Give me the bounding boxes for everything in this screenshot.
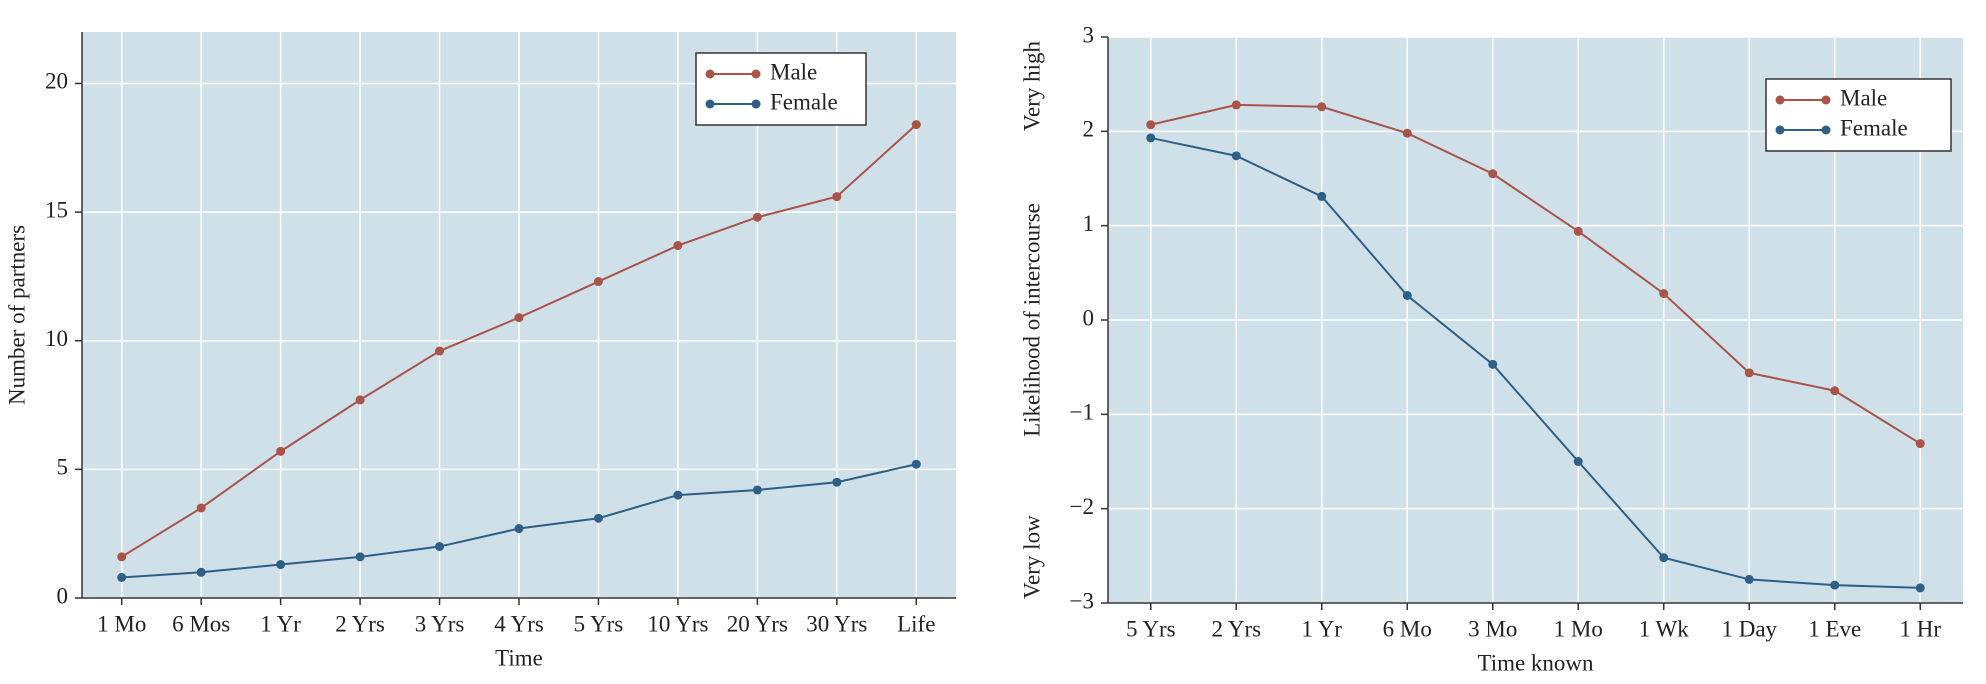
- y-axis-label: Likelihood of intercourse: [1019, 203, 1044, 437]
- data-point: [435, 542, 445, 552]
- data-point: [1830, 580, 1840, 590]
- y-tick-label: 1: [1083, 211, 1095, 236]
- y-tick-label: 15: [45, 197, 68, 222]
- data-point: [1146, 133, 1156, 143]
- data-point: [1830, 386, 1840, 396]
- data-point: [117, 552, 127, 562]
- data-point: [1573, 226, 1583, 236]
- data-point: [752, 212, 762, 222]
- x-tick-label: 1 Mo: [97, 611, 146, 636]
- annotation: Very low: [1019, 515, 1044, 599]
- x-tick-label: 1 Hr: [1899, 616, 1941, 641]
- x-tick-label: 5 Yrs: [1126, 616, 1176, 641]
- y-tick-label: 20: [45, 69, 68, 94]
- data-point: [1659, 289, 1669, 299]
- data-point: [911, 120, 921, 130]
- data-point: [1744, 368, 1754, 378]
- y-tick-label: 0: [57, 583, 69, 608]
- y-tick-label: 10: [45, 326, 68, 351]
- data-point: [435, 346, 445, 356]
- y-axis-label: Number of partners: [4, 225, 29, 405]
- y-tick-label: 5: [57, 455, 69, 480]
- data-point: [1659, 553, 1669, 563]
- data-point: [1402, 128, 1412, 138]
- data-point: [1317, 102, 1327, 112]
- x-tick-label: 2 Yrs: [1211, 616, 1261, 641]
- data-point: [514, 524, 524, 534]
- x-tick-label: 4 Yrs: [494, 611, 544, 636]
- data-point: [1488, 169, 1498, 179]
- x-tick-label: 1 Wk: [1639, 616, 1690, 641]
- y-tick-label: −3: [1070, 588, 1094, 613]
- data-point: [673, 241, 683, 251]
- data-point: [673, 490, 683, 500]
- legend-marker: [751, 99, 761, 109]
- data-point: [1402, 290, 1412, 300]
- data-point: [752, 485, 762, 495]
- x-tick-label: 6 Mo: [1383, 616, 1432, 641]
- data-point: [1915, 439, 1925, 449]
- legend-marker: [1775, 95, 1785, 105]
- y-tick-label: 2: [1083, 117, 1095, 142]
- legend-marker: [1821, 95, 1831, 105]
- legend-marker: [1821, 125, 1831, 135]
- x-tick-label: 5 Yrs: [574, 611, 624, 636]
- x-tick-label: 30 Yrs: [806, 611, 867, 636]
- legend-label: Female: [770, 89, 838, 114]
- data-point: [276, 446, 286, 456]
- data-point: [196, 503, 206, 513]
- legend-label: Male: [770, 59, 817, 84]
- x-tick-label: 6 Mos: [172, 611, 230, 636]
- x-axis-label: Time known: [1477, 650, 1594, 675]
- y-tick-label: 0: [1083, 305, 1095, 330]
- x-tick-label: 3 Mo: [1468, 616, 1517, 641]
- x-tick-label: Life: [897, 611, 935, 636]
- data-point: [1573, 457, 1583, 466]
- x-tick-label: 1 Yr: [260, 611, 301, 636]
- data-point: [911, 459, 921, 469]
- x-tick-label: 3 Yrs: [415, 611, 465, 636]
- data-point: [1231, 151, 1241, 161]
- legend-box: [695, 52, 867, 126]
- x-tick-label: 1 Mo: [1554, 616, 1603, 641]
- data-point: [1915, 583, 1925, 593]
- data-point: [1744, 574, 1754, 584]
- data-point: [196, 567, 206, 577]
- data-point: [355, 552, 365, 562]
- data-point: [832, 477, 842, 487]
- legend-marker: [705, 99, 715, 109]
- data-point: [1317, 191, 1327, 201]
- legend-label: Male: [1840, 85, 1887, 110]
- data-point: [1488, 359, 1498, 369]
- legend-marker: [751, 69, 761, 79]
- data-point: [514, 313, 524, 323]
- data-point: [117, 572, 127, 582]
- data-point: [355, 395, 365, 405]
- x-tick-label: 1 Day: [1721, 616, 1777, 641]
- data-point: [593, 513, 603, 523]
- legend-box: [1765, 78, 1952, 152]
- data-point: [593, 277, 603, 287]
- x-tick-label: 10 Yrs: [647, 611, 708, 636]
- legend-marker: [705, 69, 715, 79]
- x-tick-label: 2 Yrs: [335, 611, 385, 636]
- x-tick-label: 20 Yrs: [727, 611, 788, 636]
- data-point: [832, 192, 842, 202]
- data-point: [1231, 100, 1241, 110]
- y-tick-label: −2: [1070, 494, 1094, 519]
- annotation: Very high: [1019, 41, 1044, 132]
- x-tick-label: 1 Eve: [1808, 616, 1861, 641]
- legend-label: Female: [1840, 115, 1908, 140]
- legend-marker: [1775, 125, 1785, 135]
- data-point: [276, 560, 286, 570]
- y-tick-label: 3: [1083, 22, 1095, 47]
- series-line: [1150, 136, 1921, 589]
- x-axis-label: Time: [495, 645, 543, 670]
- x-tick-label: 1 Yr: [1301, 616, 1342, 641]
- y-tick-label: −1: [1070, 400, 1094, 425]
- data-point: [1146, 120, 1156, 130]
- series-line: [1150, 103, 1921, 445]
